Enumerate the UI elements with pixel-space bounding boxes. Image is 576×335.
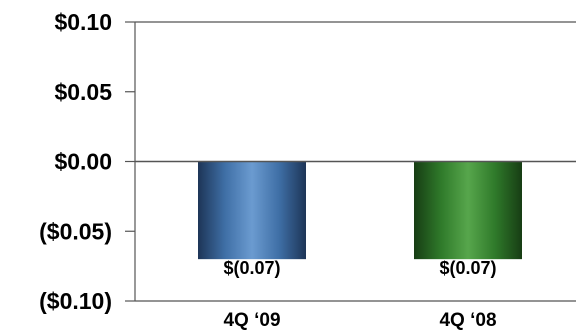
y-tick-label: ($0.05) xyxy=(39,218,112,244)
y-tick-label: $0.00 xyxy=(54,149,112,175)
bar-data-label: $(0.07) xyxy=(223,258,280,278)
y-tick-label: $0.10 xyxy=(54,9,112,35)
y-tick-label: $0.05 xyxy=(54,79,112,105)
bar-0 xyxy=(198,161,306,260)
x-category-label: 4Q ‘08 xyxy=(439,310,496,331)
bar-1 xyxy=(414,161,522,260)
bar-data-label: $(0.07) xyxy=(439,258,496,278)
x-category-label: 4Q ‘09 xyxy=(223,310,280,331)
y-tick-label: ($0.10) xyxy=(39,288,112,314)
labels-group: $(0.07) 4Q ‘09 $(0.07) 4Q ‘08 xyxy=(223,258,496,331)
bars-group xyxy=(198,161,522,260)
y-axis-ticks: $0.10 $0.05 $0.00 ($0.05) ($0.10) xyxy=(39,9,135,314)
